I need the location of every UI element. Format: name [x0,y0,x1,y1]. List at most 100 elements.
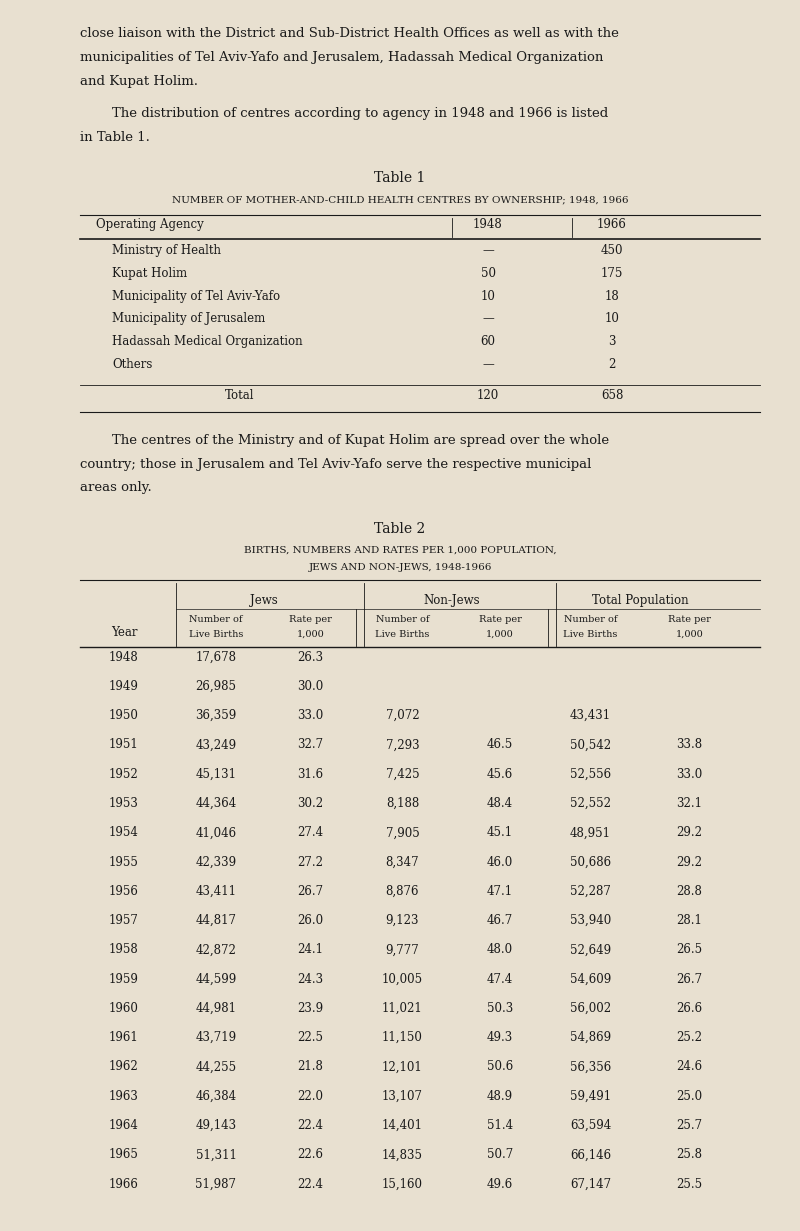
Text: 1962: 1962 [109,1060,139,1073]
Text: 1948: 1948 [473,218,503,231]
Text: 67,147: 67,147 [570,1178,611,1190]
Text: 2: 2 [608,358,616,371]
Text: 1966: 1966 [109,1178,139,1190]
Text: 1950: 1950 [109,709,139,723]
Text: 658: 658 [601,389,623,403]
Text: Table 1: Table 1 [374,171,426,186]
Text: 52,649: 52,649 [570,943,611,956]
Text: 60: 60 [481,335,495,348]
Text: 26.7: 26.7 [677,972,702,986]
Text: The distribution of centres according to agency in 1948 and 1966 is listed: The distribution of centres according to… [112,107,608,121]
Text: 28.8: 28.8 [677,885,702,897]
Text: 8,188: 8,188 [386,796,419,810]
Text: 52,556: 52,556 [570,768,611,780]
Text: 1953: 1953 [109,796,139,810]
Text: 1949: 1949 [109,680,139,693]
Text: 56,002: 56,002 [570,1002,611,1014]
Text: Jews: Jews [250,595,278,607]
Text: 56,356: 56,356 [570,1060,611,1073]
Text: 49.3: 49.3 [487,1032,513,1044]
Text: Operating Agency: Operating Agency [96,218,204,231]
Text: 3: 3 [608,335,616,348]
Text: 7,425: 7,425 [386,768,419,780]
Text: 26.3: 26.3 [298,651,323,664]
Text: 46.7: 46.7 [487,915,513,927]
Text: 22.0: 22.0 [298,1089,323,1103]
Text: Table 2: Table 2 [374,522,426,535]
Text: 1948: 1948 [109,651,139,664]
Text: 50,542: 50,542 [570,739,611,751]
Text: 51,311: 51,311 [195,1149,237,1161]
Text: 31.6: 31.6 [298,768,323,780]
Text: 52,552: 52,552 [570,796,611,810]
Text: 22.4: 22.4 [298,1178,323,1190]
Text: 50: 50 [481,267,495,279]
Text: 22.4: 22.4 [298,1119,323,1133]
Text: 1952: 1952 [109,768,139,780]
Text: Number of: Number of [564,614,617,624]
Text: 33.0: 33.0 [677,768,702,780]
Text: Rate per: Rate per [668,614,711,624]
Text: Municipality of Jerusalem: Municipality of Jerusalem [112,313,266,325]
Text: 25.5: 25.5 [677,1178,702,1190]
Text: 26,985: 26,985 [195,680,237,693]
Text: 1951: 1951 [109,739,139,751]
Text: 50.3: 50.3 [487,1002,513,1014]
Text: Number of: Number of [190,614,242,624]
Text: Year: Year [110,625,138,639]
Text: municipalities of Tel Aviv-Yafo and Jerusalem, Hadassah Medical Organization: municipalities of Tel Aviv-Yafo and Jeru… [80,50,603,64]
Text: 45,131: 45,131 [195,768,237,780]
Text: 1960: 1960 [109,1002,139,1014]
Text: 1959: 1959 [109,972,139,986]
Text: 47.4: 47.4 [487,972,513,986]
Text: 120: 120 [477,389,499,403]
Text: 48.0: 48.0 [487,943,513,956]
Text: JEWS AND NON-JEWS, 1948-1966: JEWS AND NON-JEWS, 1948-1966 [308,563,492,571]
Text: 36,359: 36,359 [195,709,237,723]
Text: 11,150: 11,150 [382,1032,423,1044]
Text: 32.1: 32.1 [677,796,702,810]
Text: 26.7: 26.7 [298,885,323,897]
Text: 8,347: 8,347 [386,856,419,869]
Text: 30.2: 30.2 [298,796,323,810]
Text: 45.1: 45.1 [487,826,513,840]
Text: 51.4: 51.4 [487,1119,513,1133]
Text: Live Births: Live Births [375,630,430,639]
Text: 33.8: 33.8 [677,739,702,751]
Text: 1955: 1955 [109,856,139,869]
Text: —: — [482,358,494,371]
Text: 7,072: 7,072 [386,709,419,723]
Text: 42,339: 42,339 [195,856,237,869]
Text: 44,817: 44,817 [195,915,237,927]
Text: 14,835: 14,835 [382,1149,423,1161]
Text: 29.2: 29.2 [677,856,702,869]
Text: 43,249: 43,249 [195,739,237,751]
Text: 42,872: 42,872 [195,943,237,956]
Text: areas only.: areas only. [80,481,152,495]
Text: 26.6: 26.6 [677,1002,702,1014]
Text: 29.2: 29.2 [677,826,702,840]
Text: 25.7: 25.7 [677,1119,702,1133]
Text: Municipality of Tel Aviv-Yafo: Municipality of Tel Aviv-Yafo [112,289,280,303]
Text: 46,384: 46,384 [195,1089,237,1103]
Text: 1,000: 1,000 [676,630,703,639]
Text: 54,869: 54,869 [570,1032,611,1044]
Text: country; those in Jerusalem and Tel Aviv-Yafo serve the respective municipal: country; those in Jerusalem and Tel Aviv… [80,458,591,470]
Text: 1954: 1954 [109,826,139,840]
Text: Number of: Number of [376,614,429,624]
Text: 54,609: 54,609 [570,972,611,986]
Text: Total Population: Total Population [592,595,688,607]
Text: 18: 18 [605,289,619,303]
Text: 21.8: 21.8 [298,1060,323,1073]
Text: NUMBER OF MOTHER-AND-CHILD HEALTH CENTRES BY OWNERSHIP; 1948, 1966: NUMBER OF MOTHER-AND-CHILD HEALTH CENTRE… [172,196,628,204]
Text: —: — [482,313,494,325]
Text: 12,101: 12,101 [382,1060,422,1073]
Text: 26.5: 26.5 [677,943,702,956]
Text: 44,364: 44,364 [195,796,237,810]
Text: 7,293: 7,293 [386,739,419,751]
Text: Live Births: Live Births [189,630,243,639]
Text: 50,686: 50,686 [570,856,611,869]
Text: 48.4: 48.4 [487,796,513,810]
Text: 44,255: 44,255 [195,1060,237,1073]
Text: 43,719: 43,719 [195,1032,237,1044]
